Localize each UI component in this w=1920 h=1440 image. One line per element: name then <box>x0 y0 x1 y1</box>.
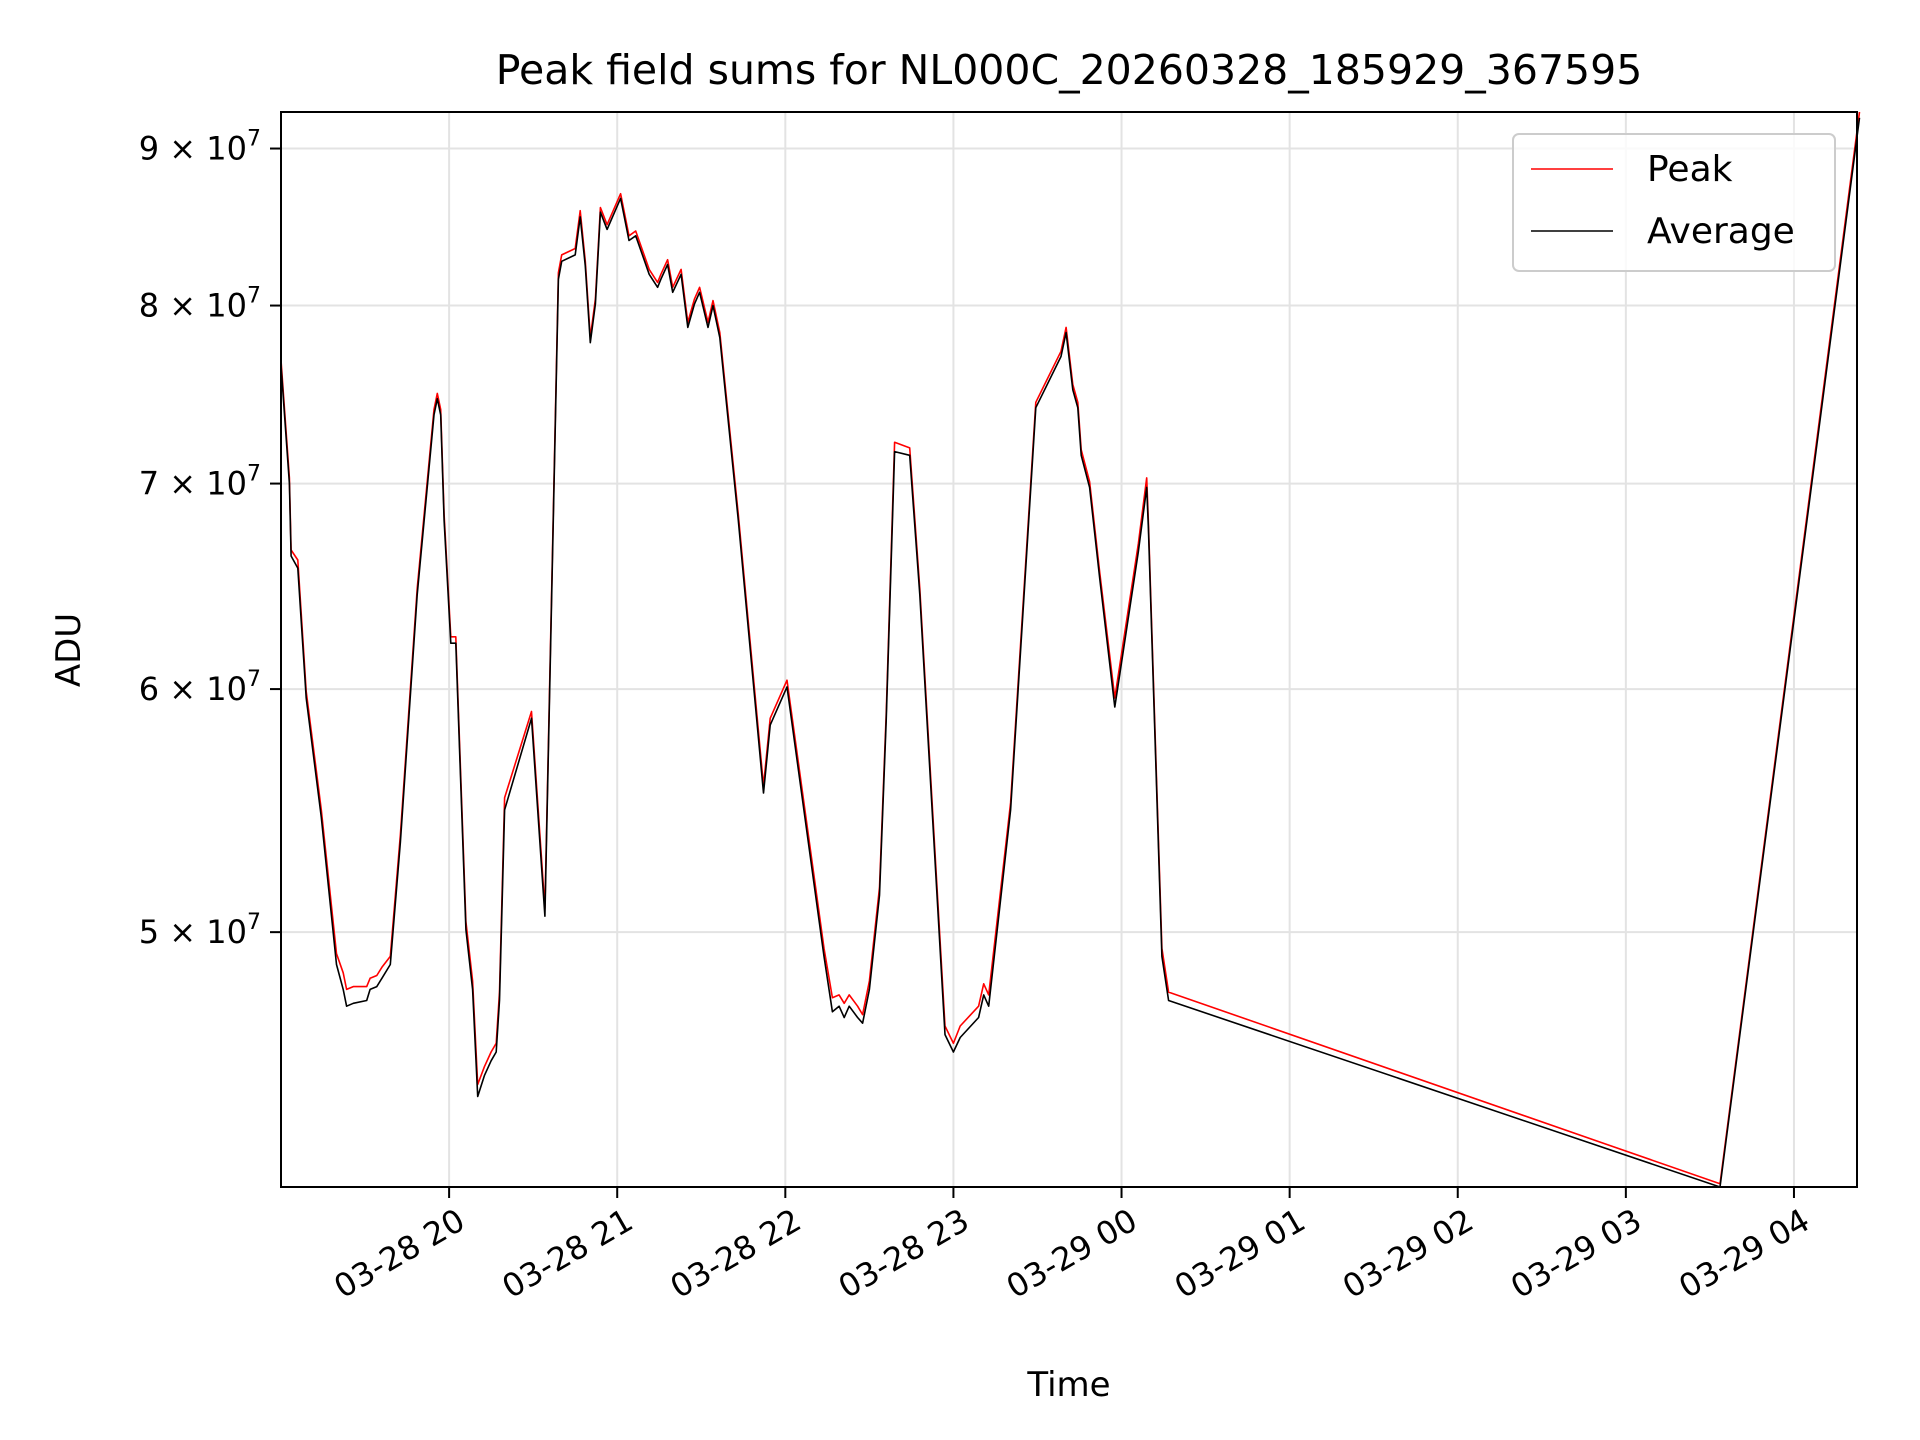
y-tick-mantissa: 9 × 10 <box>139 130 247 168</box>
x-axis: 03-28 20 03-28 21 03-28 22 03-28 23 03-29 00… <box>328 1187 1816 1306</box>
x-tick-label: 03-29 04 <box>1672 1201 1816 1306</box>
x-tick-label: 03-28 22 <box>664 1201 808 1306</box>
legend-label-average: Average <box>1647 211 1795 252</box>
y-tick-exponent: 7 <box>247 127 261 152</box>
y-tick-exponent: 7 <box>247 284 261 309</box>
chart-title: Peak field sums for NL000C_20260328_1859… <box>496 46 1643 94</box>
x-tick-label: 03-29 03 <box>1504 1201 1648 1306</box>
x-tick-label: 03-29 01 <box>1168 1201 1312 1306</box>
y-tick-exponent: 7 <box>247 462 261 487</box>
series-lines <box>280 111 1861 1188</box>
y-tick-label: 6 × 107 <box>139 667 261 708</box>
y-axis-label: ADU <box>49 613 89 687</box>
x-tick-label: 03-29 00 <box>1000 1201 1144 1306</box>
x-tick-label: 03-28 20 <box>328 1201 472 1306</box>
x-tick-label: 03-28 21 <box>496 1201 640 1306</box>
y-tick-label: 9 × 107 <box>139 127 261 168</box>
y-tick-mantissa: 8 × 10 <box>139 287 247 325</box>
y-tick-mantissa: 7 × 10 <box>139 465 247 503</box>
legend: Peak Average <box>1512 133 1836 272</box>
y-tick-exponent: 7 <box>247 667 261 692</box>
y-tick-label: 5 × 107 <box>139 910 261 951</box>
series-line-average <box>280 117 1861 1188</box>
y-tick-label: 7 × 107 <box>139 462 261 503</box>
legend-label-peak: Peak <box>1647 149 1733 190</box>
x-tick-label: 03-29 02 <box>1336 1201 1480 1306</box>
plot-frame <box>280 111 1858 1188</box>
series-line-peak <box>280 111 1861 1185</box>
y-tick-exponent: 7 <box>247 910 261 935</box>
y-tick-mantissa: 6 × 10 <box>139 670 247 708</box>
x-tick-label: 03-28 23 <box>832 1201 976 1306</box>
x-axis-label: Time <box>1026 1365 1110 1405</box>
y-tick-mantissa: 5 × 10 <box>139 913 247 951</box>
grid <box>281 112 1857 1187</box>
y-tick-label: 8 × 107 <box>139 284 261 325</box>
